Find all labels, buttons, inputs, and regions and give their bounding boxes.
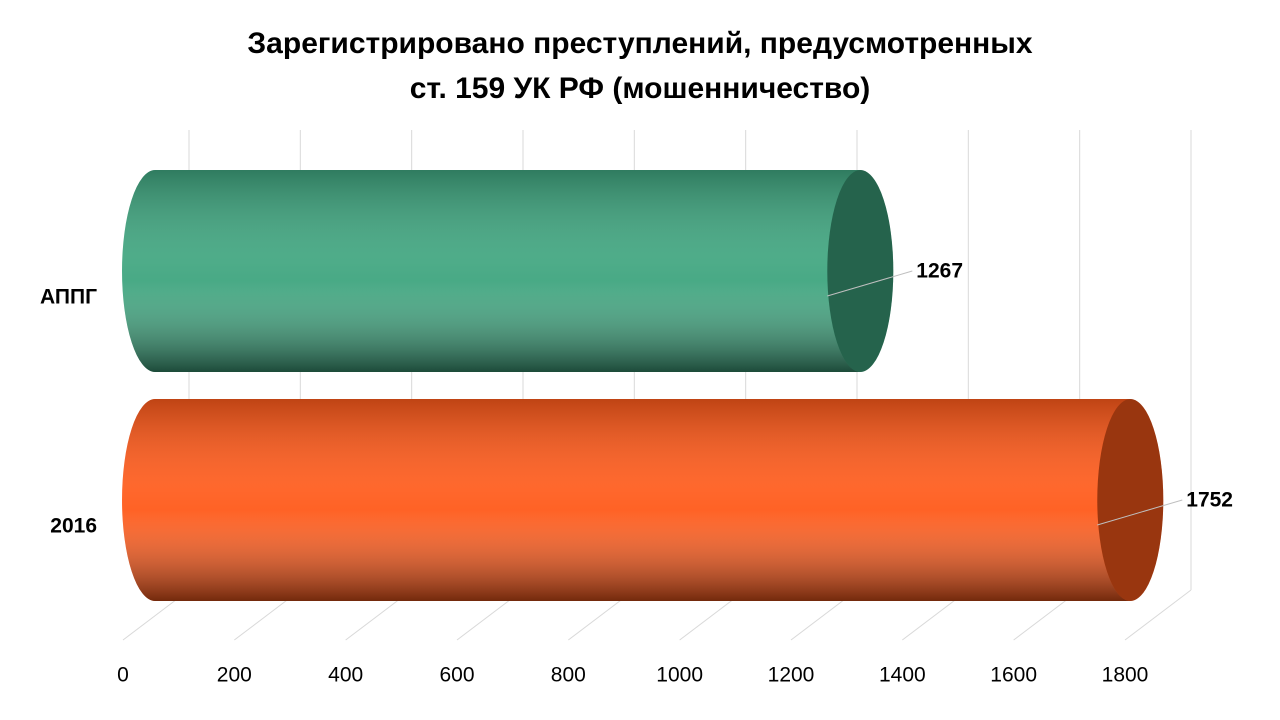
x-tick-label: 1200	[768, 664, 815, 687]
leader-line	[827, 270, 913, 297]
x-tick-label: 1600	[990, 664, 1037, 687]
value-label: 1752	[1186, 489, 1233, 512]
category-label: АППГ	[40, 286, 97, 309]
category-label: 2016	[50, 515, 97, 538]
floor-line	[1124, 589, 1192, 641]
x-tick-label: 200	[217, 664, 252, 687]
x-tick-label: 600	[439, 664, 474, 687]
x-tick-label: 0	[117, 664, 129, 687]
x-tick-label: 1000	[656, 664, 703, 687]
bar-end-cap	[827, 170, 894, 372]
x-tick-label: 400	[328, 664, 363, 687]
leader-line	[1097, 499, 1183, 526]
bar-end-cap-shade	[1097, 399, 1164, 601]
x-tick-label: 800	[551, 664, 586, 687]
bar-end-cap-shade	[827, 170, 894, 372]
chart-title: Зарегистрировано преступлений, предусмот…	[247, 27, 1033, 60]
x-tick-label: 1400	[879, 664, 926, 687]
bar-end-cap	[1097, 399, 1164, 601]
chart-title: ст. 159 УК РФ (мошенничество)	[410, 72, 871, 105]
bar-shading	[122, 399, 1131, 601]
bar-shading	[122, 170, 861, 372]
value-label: 1267	[916, 260, 963, 283]
x-tick-label: 1800	[1102, 664, 1149, 687]
